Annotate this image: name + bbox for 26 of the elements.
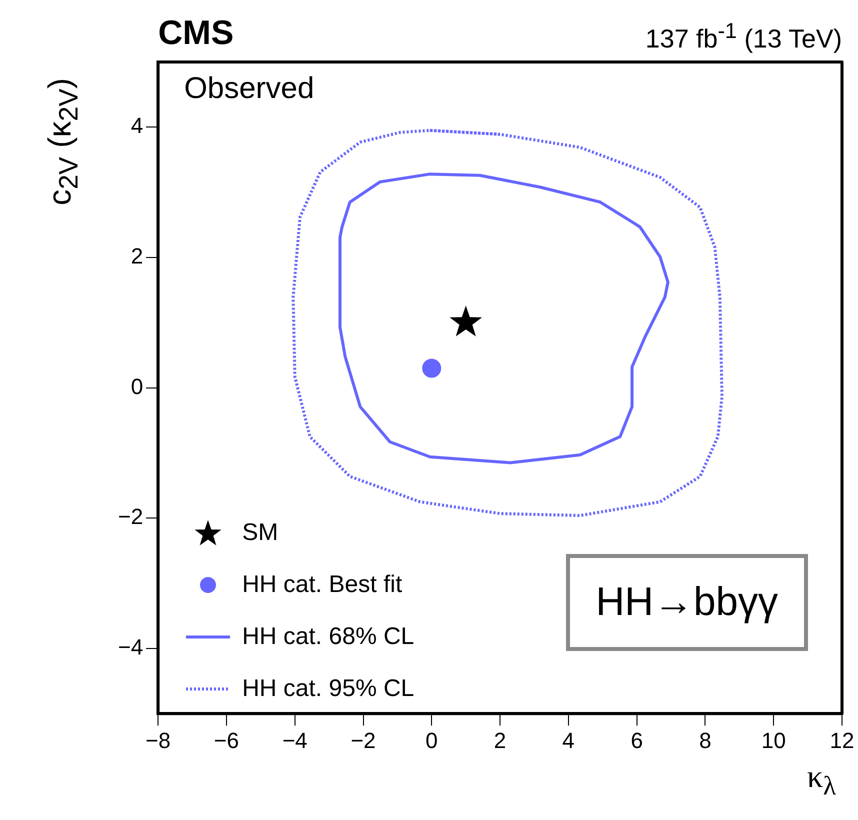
annotation: Observed [184,72,314,106]
x-tick-label: −4 [282,728,308,753]
x-tick-label: 2 [494,728,506,753]
x-tick-label: 4 [562,728,575,753]
x-tick-label: 6 [630,728,643,753]
x-tick-label: 8 [699,728,712,753]
legend-label: HH cat. 95% CL [242,674,414,703]
chart-title: CMS [158,14,234,53]
legend-label: HH cat. 68% CL [242,622,414,651]
y-tick-label: 0 [130,374,144,399]
x-tick-label: 12 [830,728,854,753]
x-axis-title: κ$_{λ}$ [806,758,836,801]
legend-label: SM [242,518,278,547]
line-series [292,128,724,518]
y-tick-label: 4 [130,113,144,138]
annotation: HH→bbγγ [566,554,808,651]
y-tick-label: −4 [118,634,144,660]
x-tick-label: 0 [426,728,438,753]
x-tick-label: −2 [350,728,376,753]
x-tick-label: 10 [761,728,786,753]
y-tick-label: −2 [118,504,144,530]
x-tick-label: −8 [146,728,171,753]
x-tick-label: −6 [214,728,240,753]
legend-label: HH cat. Best fit [242,570,402,599]
y-tick-label: 2 [130,244,144,269]
chart-subtitle: 137 fb$^{-1}$ (13 TeV) [645,18,842,55]
